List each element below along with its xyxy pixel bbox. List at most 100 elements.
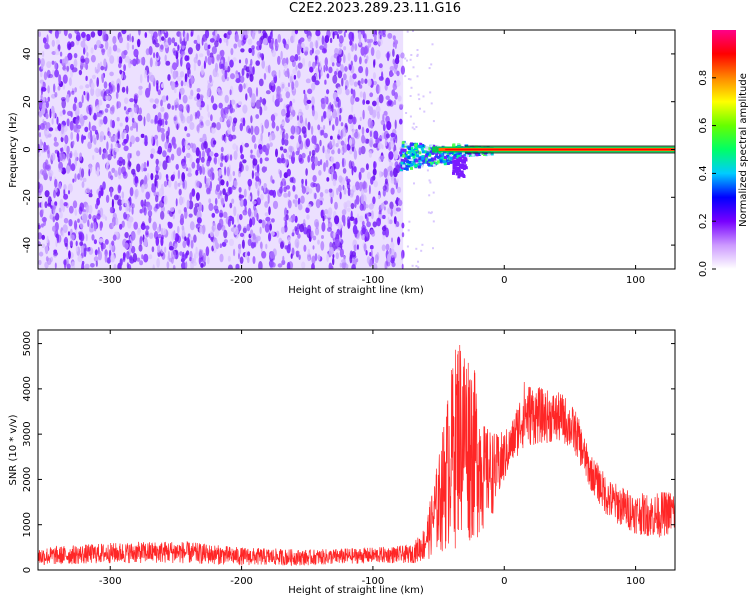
noise-speckle	[111, 240, 115, 246]
noise-speckle	[293, 177, 296, 184]
noise-speckle	[187, 47, 193, 55]
noise-speckle	[148, 45, 153, 56]
edge-speckle	[419, 107, 421, 110]
noise-speckle	[242, 117, 246, 127]
noise-speckle	[248, 195, 251, 201]
noise-speckle	[184, 32, 188, 42]
noise-speckle	[103, 58, 107, 68]
onset-pixel	[426, 160, 430, 164]
noise-speckle	[175, 70, 179, 78]
noise-speckle	[288, 145, 293, 152]
spectrogram-marks	[38, 30, 675, 269]
noise-speckle	[72, 103, 77, 112]
onset-pixel	[463, 164, 467, 168]
noise-speckle	[297, 203, 303, 211]
noise-speckle	[148, 30, 154, 34]
noise-speckle	[96, 132, 99, 141]
noise-speckle	[372, 80, 378, 86]
noise-speckle	[338, 114, 342, 122]
noise-speckle	[231, 216, 235, 225]
noise-speckle	[256, 235, 261, 241]
noise-speckle	[181, 172, 186, 182]
noise-speckle	[253, 204, 256, 211]
noise-speckle	[41, 243, 46, 248]
noise-speckle	[214, 208, 219, 214]
noise-speckle	[50, 200, 54, 206]
noise-speckle	[99, 61, 103, 67]
noise-speckle	[394, 161, 399, 169]
onset-pixel	[431, 151, 435, 155]
noise-speckle	[49, 214, 54, 220]
noise-speckle	[319, 192, 324, 198]
noise-speckle	[166, 261, 170, 269]
noise-speckle	[334, 161, 340, 170]
noise-speckle	[307, 224, 312, 234]
noise-speckle	[347, 207, 351, 213]
noise-speckle	[385, 95, 390, 101]
noise-speckle	[155, 203, 160, 210]
onset-pixel	[432, 163, 436, 167]
onset-pixel	[457, 163, 461, 167]
edge-speckle	[410, 54, 413, 56]
noise-speckle	[186, 145, 191, 150]
noise-speckle	[264, 223, 270, 233]
noise-speckle	[111, 221, 115, 228]
noise-speckle	[116, 48, 121, 53]
noise-speckle	[392, 205, 398, 215]
noise-speckle	[295, 227, 299, 235]
edge-speckle	[406, 245, 409, 248]
noise-speckle	[81, 134, 84, 144]
onset-pixel	[428, 147, 432, 151]
noise-speckle	[182, 180, 185, 189]
noise-speckle	[137, 227, 142, 234]
noise-speckle	[75, 118, 78, 126]
noise-speckle	[350, 202, 355, 210]
snr-y-tick-label: 5000	[22, 331, 33, 356]
noise-speckle	[229, 202, 233, 209]
noise-speckle	[282, 255, 285, 262]
noise-speckle	[340, 129, 343, 140]
noise-speckle	[74, 96, 78, 104]
noise-speckle	[395, 79, 401, 87]
edge-speckle	[417, 260, 419, 263]
onset-pixel	[400, 153, 404, 157]
noise-speckle	[187, 172, 193, 177]
noise-speckle	[188, 213, 193, 218]
noise-speckle	[325, 152, 331, 161]
noise-speckle	[78, 101, 83, 109]
noise-speckle	[157, 112, 162, 121]
noise-speckle	[373, 34, 377, 42]
noise-speckle	[193, 62, 197, 72]
noise-speckle	[208, 198, 212, 204]
noise-speckle	[209, 52, 214, 58]
noise-speckle	[176, 235, 181, 244]
noise-speckle	[342, 143, 348, 153]
noise-speckle	[357, 80, 361, 86]
noise-speckle	[235, 73, 239, 80]
noise-speckle	[143, 176, 148, 185]
noise-speckle	[211, 55, 215, 65]
onset-pixel	[399, 168, 403, 172]
noise-speckle	[68, 158, 72, 167]
noise-speckle	[294, 30, 298, 35]
colorbar: 0.00.20.40.60.8 Normalized spectral ampl…	[698, 30, 749, 277]
onset-pixel	[401, 144, 405, 148]
noise-speckle	[154, 114, 158, 124]
noise-speckle	[141, 184, 145, 193]
noise-speckle	[345, 264, 349, 269]
noise-speckle	[392, 48, 395, 57]
noise-speckle	[246, 72, 250, 79]
noise-speckle	[332, 179, 337, 187]
noise-speckle	[346, 143, 351, 151]
noise-speckle	[312, 61, 316, 69]
noise-speckle	[160, 245, 164, 254]
noise-speckle	[255, 60, 260, 66]
noise-speckle	[289, 177, 294, 183]
noise-speckle	[261, 251, 267, 259]
noise-speckle	[380, 119, 386, 126]
noise-speckle	[189, 154, 193, 164]
noise-speckle	[323, 162, 326, 172]
noise-speckle	[90, 54, 96, 63]
noise-speckle	[278, 69, 281, 79]
noise-speckle	[197, 59, 201, 67]
